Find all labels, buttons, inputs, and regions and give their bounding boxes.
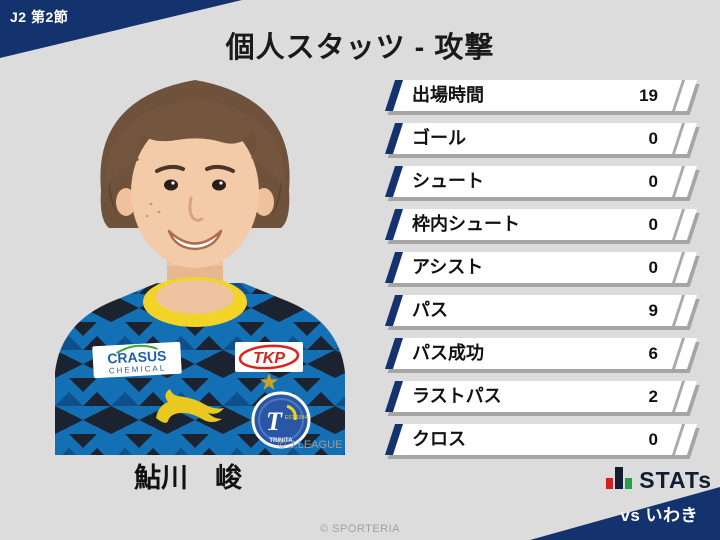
- player-photo: CRASUS CHEMICAL TKP T EST 1994 TRINITA: [55, 80, 345, 455]
- sponsor-tkp-text: TKP: [253, 350, 285, 367]
- crest-est-text: EST 1994: [285, 415, 307, 421]
- stat-row: クロス 0: [384, 424, 698, 455]
- stat-label: クロス: [412, 429, 466, 449]
- stat-value: 6: [648, 344, 658, 363]
- stat-row: パス成功 6: [384, 338, 698, 369]
- stat-label: シュート: [412, 171, 484, 191]
- stat-label: パス成功: [412, 343, 484, 363]
- stat-value: 0: [648, 258, 658, 277]
- footer-credit: © SPORTERIA: [319, 523, 401, 535]
- stat-row: アシスト 0: [384, 252, 698, 283]
- stat-row: パス 9: [384, 295, 698, 326]
- jersey-collar: [143, 277, 247, 327]
- club-crest: T EST 1994 TRINITA: [251, 391, 311, 449]
- sponsor-chemical-text: CHEMICAL: [109, 363, 167, 375]
- stat-label: ゴール: [412, 128, 466, 148]
- stat-value: 0: [648, 129, 658, 148]
- stat-row: ゴール 0: [384, 123, 698, 154]
- stats-brand-logo: STATs: [606, 467, 712, 492]
- stat-value: 0: [648, 215, 658, 234]
- sponsor-crasus-text: CRASUS: [107, 347, 167, 366]
- stats-brand-text: STATs: [639, 467, 712, 493]
- sponsor-patch-tkp: TKP: [235, 342, 303, 372]
- puma-logo-icon: [156, 389, 224, 423]
- sponsor-patch-crasus: CRASUS CHEMICAL: [92, 341, 182, 379]
- crasus-swoosh-icon: [116, 344, 158, 354]
- match-round-label: J2 第2節: [10, 9, 69, 25]
- bar-chart-navy-bar: [615, 467, 624, 489]
- opponent-banner-text-wrap: vs いわき: [530, 487, 709, 533]
- opponent-label: vs いわき: [620, 506, 698, 525]
- svg-text:T: T: [266, 407, 283, 436]
- stat-row: 出場時間 19: [384, 80, 698, 111]
- stat-label: 枠内シュート: [412, 214, 520, 234]
- stat-label: アシスト: [412, 257, 484, 277]
- stats-list: 出場時間 19 ゴール 0 シュート 0 枠内シュート 0 アシスト 0: [384, 80, 698, 467]
- stat-label: パス: [412, 300, 448, 320]
- stat-value: 2: [648, 387, 658, 406]
- stat-value: 19: [639, 86, 658, 105]
- stat-row: 枠内シュート 0: [384, 209, 698, 240]
- bar-chart-green-bar: [625, 478, 633, 489]
- stat-value: 9: [648, 301, 658, 320]
- stat-row: ラストパス 2: [384, 381, 698, 412]
- bar-chart-icon: [606, 467, 633, 492]
- stat-value: 0: [648, 430, 658, 449]
- crest-star-icon: [260, 373, 278, 390]
- stat-label: 出場時間: [412, 85, 484, 105]
- stat-value: 0: [648, 172, 658, 191]
- player-face: [100, 80, 290, 268]
- stat-label: ラストパス: [412, 386, 502, 406]
- page-title: 個人スタッツ - 攻撃: [225, 32, 495, 64]
- player-name: 鮎川 峻: [134, 463, 242, 493]
- photo-credit: © J.LEAGUE: [278, 439, 343, 451]
- crest-name-text: TRINITA: [269, 438, 293, 444]
- stat-row: シュート 0: [384, 166, 698, 197]
- bar-chart-red-bar: [606, 478, 614, 489]
